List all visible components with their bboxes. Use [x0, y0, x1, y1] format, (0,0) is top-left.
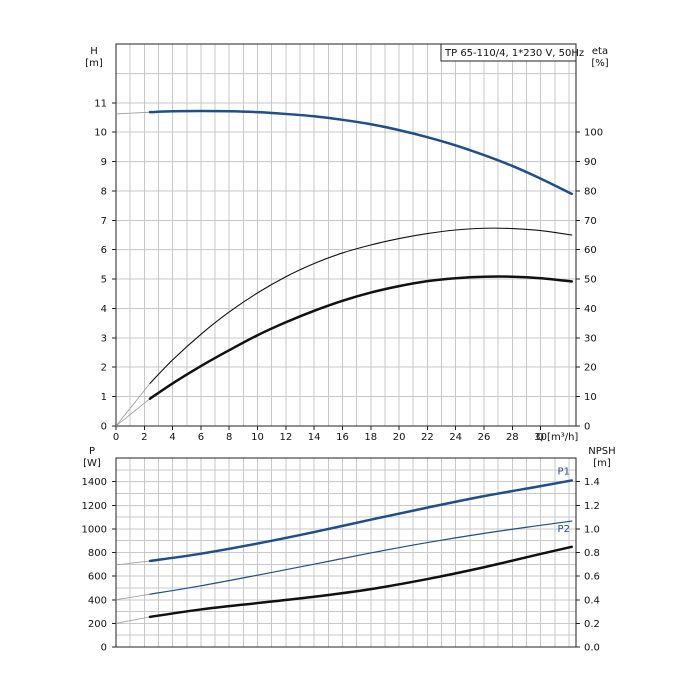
- eta-tick-label: 70: [584, 216, 597, 227]
- chart-title-box: TP 65-110/4, 1*230 V, 50Hz: [440, 43, 584, 62]
- series-p1-curve: [148, 479, 573, 563]
- power-axis-label: P: [89, 446, 95, 457]
- series-eta-thin-extension: [115, 383, 151, 427]
- power-tick-label: 0: [101, 643, 107, 654]
- bottom-series-group: [115, 479, 573, 624]
- eta-tick-label: 100: [584, 128, 603, 139]
- eta-tick-label: 10: [584, 392, 597, 403]
- power-tick-label: 1400: [82, 477, 107, 488]
- series-label-p2: P2: [558, 524, 570, 535]
- npsh-tick-label: 1.4: [584, 477, 600, 488]
- head-tick-label: 10: [94, 128, 107, 139]
- eta-tick-label: 60: [584, 245, 597, 256]
- series-p2-curve: [149, 520, 573, 595]
- head-tick-label: 3: [101, 333, 107, 344]
- eta-tick-label: 50: [584, 275, 597, 286]
- top-series-group: [115, 109, 573, 427]
- head-tick-label: 9: [101, 157, 107, 168]
- npsh-tick-label: 0.2: [584, 619, 600, 630]
- bottom-grid: [115, 457, 576, 647]
- head-tick-label: 6: [101, 245, 107, 256]
- series-eta-thin-curve: [149, 227, 573, 384]
- series-h-curve: [148, 109, 573, 196]
- head-tick-label: 2: [101, 363, 107, 374]
- series-p1-extension: [115, 560, 151, 566]
- power-tick-label: 1000: [82, 524, 107, 535]
- head-tick-label: 8: [101, 186, 107, 197]
- x-tick-label: 24: [449, 432, 462, 443]
- head-tick-label: 4: [101, 304, 107, 315]
- bottom-axis-ticks: 0 200 400 600 800 1000 1200 1400 0.0 0.2 0.4 0.6 0.8…: [82, 477, 600, 653]
- head-tick-label: 1: [101, 392, 107, 403]
- head-axis-label: H: [90, 46, 98, 57]
- head-tick-label: 0: [101, 422, 107, 433]
- npsh-tick-label: 0.8: [584, 548, 600, 559]
- power-tick-label: 200: [88, 619, 107, 630]
- x-tick-label: 12: [279, 432, 292, 443]
- eta-tick-label: 20: [584, 363, 597, 374]
- series-eta-thick-curve: [148, 275, 573, 400]
- x-tick-label: 26: [478, 432, 491, 443]
- top-axis-ticks: 0 2 4 6 8 10 12 14 16 18 20 22 24 26 28 300123456789101…: [94, 98, 603, 443]
- head-efficiency-panel: 0 2 4 6 8 10 12 14 16 18 20 22 24 26 28 300123456789101…: [85, 43, 609, 443]
- x-tick-label: 30: [534, 432, 547, 443]
- x-tick-label: 18: [364, 432, 377, 443]
- eta-axis-label: eta: [592, 46, 608, 57]
- title-box-frame: [440, 43, 577, 62]
- series-p2-extension: [115, 593, 151, 601]
- x-tick-label: 10: [251, 432, 264, 443]
- series-npsh-curve: [148, 545, 573, 619]
- eta-tick-label: 30: [584, 333, 597, 344]
- head-tick-label: 5: [101, 275, 107, 286]
- eta-tick-label: 90: [584, 157, 597, 168]
- flow-axis-label: Q [m³/h]: [536, 432, 578, 443]
- x-tick-label: 14: [308, 432, 321, 443]
- x-tick-label: 28: [506, 432, 519, 443]
- power-tick-label: 1200: [82, 501, 107, 512]
- npsh-tick-label: 1.2: [584, 501, 600, 512]
- npsh-tick-label: 0.4: [584, 595, 600, 606]
- x-tick-label: 6: [198, 432, 204, 443]
- x-tick-label: 20: [393, 432, 406, 443]
- head-tick-label: 7: [101, 216, 107, 227]
- x-tick-label: 4: [169, 432, 175, 443]
- eta-tick-label: 0: [584, 422, 590, 433]
- x-tick-label: 22: [421, 432, 434, 443]
- top-plot-frame: [115, 43, 577, 427]
- x-tick-label: 2: [141, 432, 147, 443]
- npsh-tick-label: 1.0: [584, 524, 600, 535]
- eta-tick-label: 80: [584, 186, 597, 197]
- series-label-p1: P1: [558, 466, 570, 477]
- chart-title: TP 65-110/4, 1*230 V, 50Hz: [444, 48, 584, 59]
- power-tick-label: 800: [88, 548, 107, 559]
- top-grid: [115, 43, 576, 426]
- npsh-tick-label: 0.0: [584, 643, 600, 654]
- npsh-axis-unit: [m]: [593, 458, 611, 469]
- npsh-axis-label: NPSH: [588, 446, 615, 457]
- series-npsh-extension: [115, 616, 151, 624]
- x-tick-label: 16: [336, 432, 349, 443]
- power-axis-unit: [W]: [83, 458, 101, 469]
- x-tick-label: 8: [226, 432, 232, 443]
- power-tick-label: 600: [88, 572, 107, 583]
- eta-axis-unit: [%]: [591, 58, 608, 69]
- power-npsh-panel: 0 200 400 600 800 1000 1200 1400 0.0 0.2 0.4 0.6 0.8…: [82, 446, 616, 654]
- x-tick-label: 0: [113, 432, 119, 443]
- npsh-tick-label: 0.6: [584, 572, 600, 583]
- head-axis-unit: [m]: [85, 58, 103, 69]
- head-tick-label: 11: [94, 98, 107, 109]
- power-tick-label: 400: [88, 595, 107, 606]
- eta-tick-label: 40: [584, 304, 597, 315]
- series-eta-thick-extension: [115, 398, 151, 427]
- series-h-extension: [115, 111, 150, 115]
